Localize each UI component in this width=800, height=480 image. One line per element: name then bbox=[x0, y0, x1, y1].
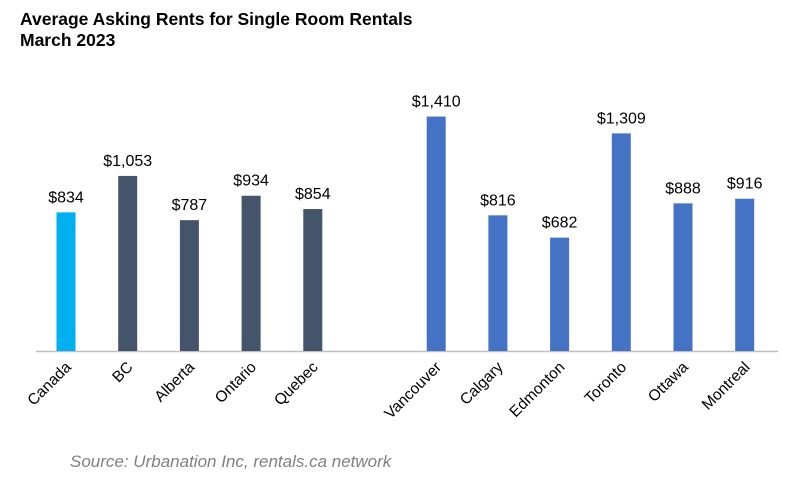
bar-toronto bbox=[611, 133, 631, 351]
data-label-ontario: $934 bbox=[233, 173, 269, 190]
bar-ontario bbox=[241, 195, 261, 351]
data-label-quebec: $854 bbox=[295, 186, 331, 203]
data-label-edmonton: $682 bbox=[542, 215, 578, 232]
x-tick-label-ontario: Ontario bbox=[212, 359, 260, 407]
x-tick-label-quebec: Quebec bbox=[271, 359, 322, 410]
data-label-toronto: $1,309 bbox=[597, 110, 646, 127]
x-tick-label-ottawa: Ottawa bbox=[645, 359, 692, 406]
bar-montreal bbox=[735, 198, 755, 351]
source-note: Source: Urbanation Inc, rentals.ca netwo… bbox=[70, 452, 392, 471]
bar-bc bbox=[118, 175, 138, 351]
chart-title-line-2: March 2023 bbox=[20, 30, 116, 50]
x-tick-label-bc: BC bbox=[109, 359, 136, 386]
x-tick-label-alberta: Alberta bbox=[151, 359, 198, 406]
data-label-montreal: $916 bbox=[727, 176, 763, 193]
x-tick-label-montreal: Montreal bbox=[699, 359, 754, 414]
chart-title: Average Asking Rents for Single Room Ren… bbox=[20, 9, 413, 51]
x-tick-label-toronto: Toronto bbox=[582, 359, 631, 408]
data-label-bc: $1,053 bbox=[103, 153, 152, 170]
x-tick-label-vancouver: Vancouver bbox=[381, 359, 445, 423]
chart-title-line-1: Average Asking Rents for Single Room Ren… bbox=[20, 9, 413, 29]
data-label-alberta: $787 bbox=[172, 197, 208, 214]
data-label-canada: $834 bbox=[48, 189, 84, 206]
bar-calgary bbox=[488, 215, 508, 351]
x-tick-label-calgary: Calgary bbox=[457, 359, 507, 409]
bar-edmonton bbox=[550, 237, 570, 351]
data-label-calgary: $816 bbox=[480, 192, 516, 209]
x-tick-label-edmonton: Edmonton bbox=[506, 359, 568, 421]
bar-quebec bbox=[303, 209, 323, 351]
data-label-vancouver: $1,410 bbox=[412, 94, 461, 111]
bar-vancouver bbox=[426, 116, 446, 352]
bar-ottawa bbox=[673, 203, 693, 351]
bar-alberta bbox=[179, 220, 199, 351]
x-tick-label-canada: Canada bbox=[24, 359, 75, 410]
bar-canada bbox=[56, 212, 76, 351]
data-label-ottawa: $888 bbox=[665, 180, 701, 197]
